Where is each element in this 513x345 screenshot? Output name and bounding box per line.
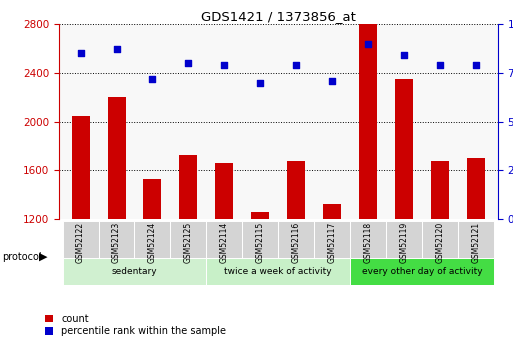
Bar xyxy=(278,221,314,258)
Point xyxy=(292,62,301,68)
Bar xyxy=(72,116,90,219)
Text: GSM52114: GSM52114 xyxy=(220,222,229,263)
Text: GSM52116: GSM52116 xyxy=(292,222,301,263)
Point xyxy=(112,47,121,52)
Bar xyxy=(206,258,350,285)
Bar xyxy=(287,161,305,219)
Text: GSM52125: GSM52125 xyxy=(184,222,193,263)
Bar xyxy=(170,221,206,258)
Bar xyxy=(251,212,269,219)
Text: GSM52122: GSM52122 xyxy=(76,222,85,263)
Bar xyxy=(215,163,233,219)
Bar xyxy=(180,155,198,219)
Point xyxy=(364,41,372,47)
Text: GSM52124: GSM52124 xyxy=(148,222,157,263)
Bar xyxy=(467,158,485,219)
Bar xyxy=(63,221,98,258)
Bar xyxy=(206,221,242,258)
Point xyxy=(220,62,228,68)
Text: every other day of activity: every other day of activity xyxy=(362,267,482,276)
Bar xyxy=(134,221,170,258)
Bar xyxy=(314,221,350,258)
Bar xyxy=(242,221,279,258)
Text: protocol: protocol xyxy=(3,252,42,262)
Bar xyxy=(350,258,494,285)
Bar xyxy=(350,221,386,258)
Bar xyxy=(323,205,341,219)
Text: sedentary: sedentary xyxy=(112,267,157,276)
Point xyxy=(184,60,192,66)
Text: GSM52118: GSM52118 xyxy=(364,222,372,263)
Bar xyxy=(431,161,449,219)
Bar xyxy=(98,221,134,258)
Point xyxy=(256,80,264,86)
Point xyxy=(148,76,156,81)
Point xyxy=(400,52,408,58)
Bar xyxy=(395,79,413,219)
Legend: count, percentile rank within the sample: count, percentile rank within the sample xyxy=(41,310,230,340)
Text: GSM52120: GSM52120 xyxy=(436,222,445,263)
Bar xyxy=(63,258,206,285)
Text: GSM52119: GSM52119 xyxy=(400,222,409,263)
Text: GSM52121: GSM52121 xyxy=(471,222,481,263)
Bar xyxy=(458,221,494,258)
Text: GSM52123: GSM52123 xyxy=(112,222,121,263)
Point xyxy=(76,51,85,56)
Bar xyxy=(359,24,377,219)
Bar xyxy=(144,179,162,219)
Text: GSM52117: GSM52117 xyxy=(328,222,337,263)
Point xyxy=(472,62,480,68)
Bar xyxy=(386,221,422,258)
Title: GDS1421 / 1373856_at: GDS1421 / 1373856_at xyxy=(201,10,356,23)
Point xyxy=(328,78,337,83)
Text: GSM52115: GSM52115 xyxy=(256,222,265,263)
Text: twice a week of activity: twice a week of activity xyxy=(225,267,332,276)
Bar xyxy=(422,221,458,258)
Bar xyxy=(108,97,126,219)
Point xyxy=(436,62,444,68)
Text: ▶: ▶ xyxy=(38,252,47,262)
